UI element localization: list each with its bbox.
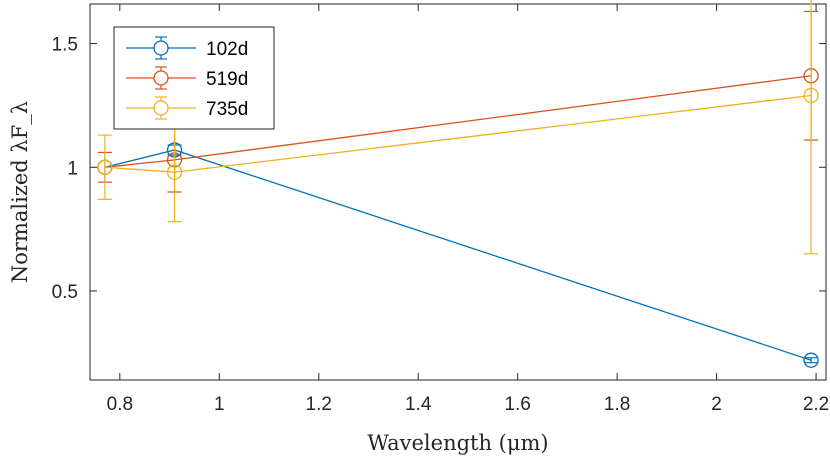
legend-label: 519d [206, 69, 248, 90]
y-tick-label: 0.5 [52, 282, 78, 303]
legend-marker [153, 40, 169, 56]
x-tick-label: 1.6 [504, 394, 530, 415]
data-point [803, 352, 819, 368]
x-tick-label: 0.8 [107, 394, 133, 415]
x-tick-label: 1.8 [604, 394, 630, 415]
x-axis-title: Wavelength (μm) [367, 431, 548, 455]
y-axis-title: Normalized λF_λ [8, 101, 32, 283]
series-735d [97, 0, 819, 255]
legend-marker [153, 100, 169, 116]
x-tick-label: 2.2 [803, 394, 829, 415]
legend-item-519d: 519d [126, 66, 248, 90]
x-tick-label: 1.2 [306, 394, 332, 415]
legend-label: 102d [206, 39, 248, 60]
legend-item-102d: 102d [126, 36, 248, 60]
x-tick-label: 1 [214, 394, 225, 415]
legend: 102d 519d 735d [113, 26, 275, 130]
y-tick-label: 1.5 [52, 35, 78, 56]
legend-marker [153, 70, 169, 86]
legend-item-735d: 735d [126, 96, 248, 120]
legend-label: 735d [206, 99, 248, 120]
x-tick-label: 2 [711, 394, 722, 415]
x-tick-label: 1.4 [405, 394, 432, 415]
data-point [803, 87, 819, 104]
x-axis: 0.8 1 1.2 1.4 1.6 1.8 2 2.2 [107, 4, 829, 415]
data-point [166, 164, 183, 180]
series-layer [97, 0, 819, 368]
y-axis: 0.5 1 1.5 [52, 35, 826, 303]
data-point [97, 159, 113, 175]
y-tick-label: 1 [67, 158, 78, 179]
